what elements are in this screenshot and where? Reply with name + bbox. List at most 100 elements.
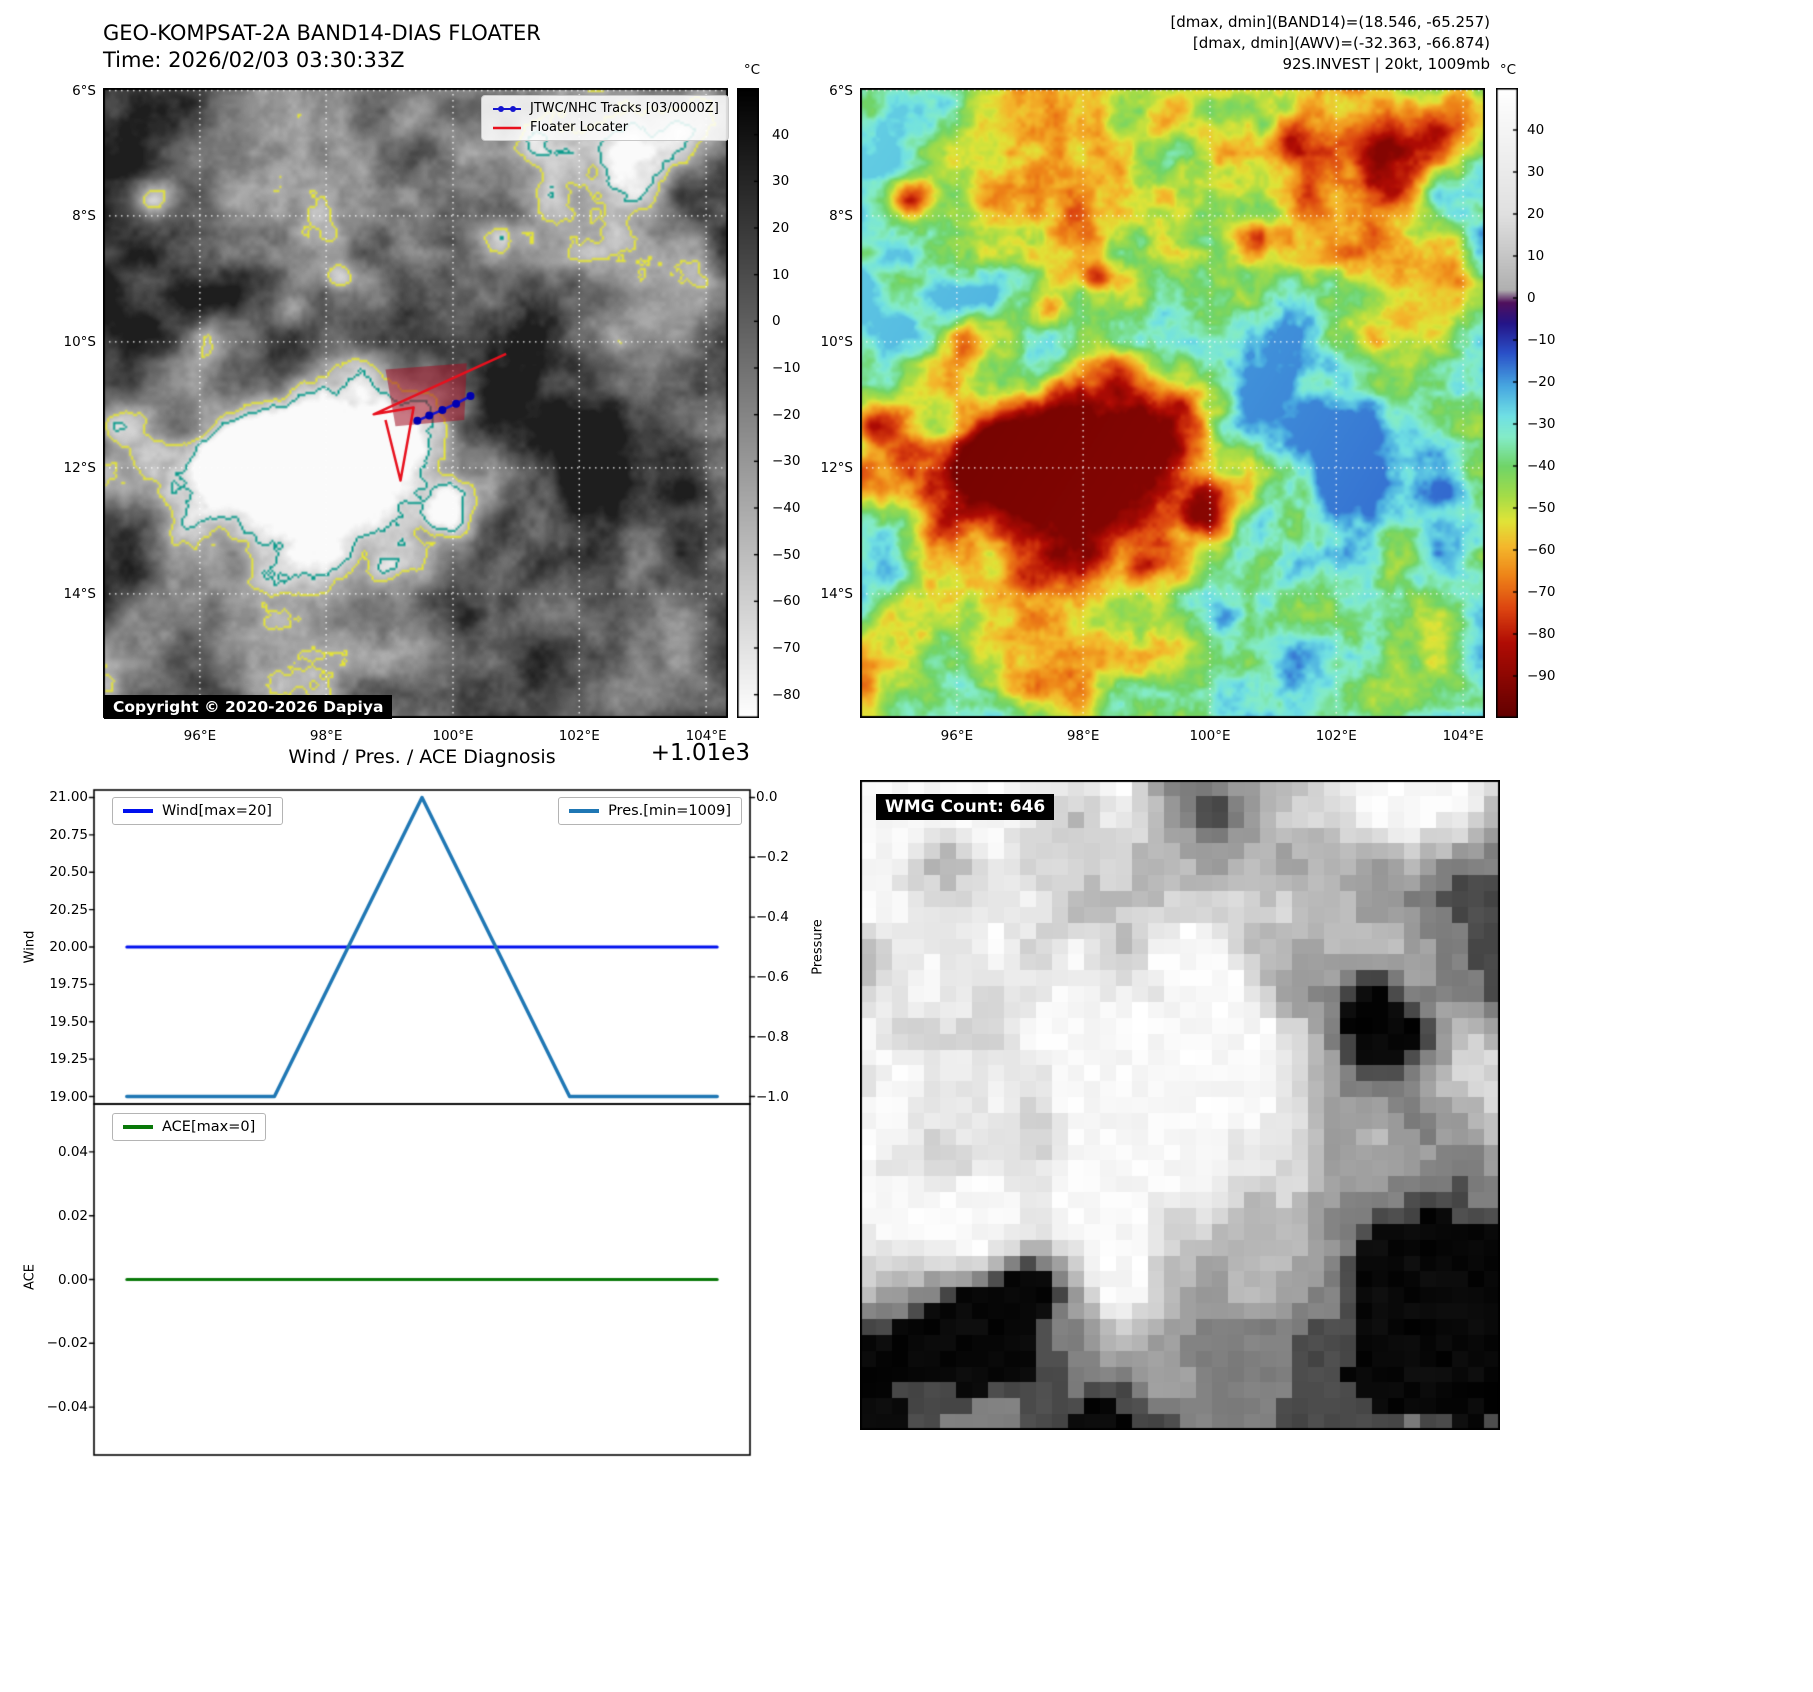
colorbar-tick-label: −20 xyxy=(1527,374,1556,390)
colorbar-tick-label: −40 xyxy=(772,500,801,516)
colorbar-tick-label: 30 xyxy=(1527,164,1545,180)
colorbar-tick-label: 30 xyxy=(772,173,790,190)
colorbar-tick-label: −80 xyxy=(1527,626,1556,642)
lat-tick-label: 6°S xyxy=(829,82,853,99)
wind-legend: Wind[max=20] xyxy=(112,797,283,825)
lat-tick-label: 10°S xyxy=(820,333,854,350)
band14-satellite-map xyxy=(103,88,728,718)
pressure-tick-label: −0.6 xyxy=(756,968,789,985)
colorbar-tick-label: −60 xyxy=(1527,542,1556,558)
wind-tick-label: 19.75 xyxy=(49,976,88,993)
legend-track-row: JTWC/NHC Tracks [03/0000Z] xyxy=(491,101,719,116)
lat-tick-label: 14°S xyxy=(820,585,854,602)
storm-info-line: 92S.INVEST | 20kt, 1009mb xyxy=(1282,55,1490,73)
awv-satellite-map xyxy=(860,88,1485,718)
colorbar-tick-label: 0 xyxy=(772,313,781,330)
colorbar-tick-label: −70 xyxy=(1527,584,1556,600)
lon-tick-label: 98°E xyxy=(1066,728,1100,744)
band14-colorbar xyxy=(737,88,759,718)
pressure-tick-label: −0.2 xyxy=(756,849,789,866)
lat-tick-label: 6°S xyxy=(72,82,96,99)
colorbar-tick-label: −80 xyxy=(772,686,801,703)
lat-tick-label: 14°S xyxy=(63,585,97,602)
wind-legend-label: Wind[max=20] xyxy=(162,803,272,819)
colorbar-tick-label: −60 xyxy=(772,593,801,610)
pressure-offset-text: +1.01e3 xyxy=(650,740,750,766)
colorbar-tick-label: 20 xyxy=(772,220,790,236)
colorbar-tick-label: 0 xyxy=(1527,290,1536,306)
copyright-label: Copyright © 2020-2026 Dapiya xyxy=(104,695,393,719)
colorbar-tick-label: −30 xyxy=(772,453,801,470)
lon-tick-label: 100°E xyxy=(1189,728,1231,744)
colorbar-tick-label: 40 xyxy=(772,126,790,143)
lon-tick-label: 96°E xyxy=(183,728,217,744)
pressure-tick-label: −0.4 xyxy=(756,909,789,926)
track-line-swatch xyxy=(493,105,521,112)
awv-colorbar xyxy=(1496,88,1518,718)
colorbar-tick-label: −30 xyxy=(1527,416,1556,432)
chart-title: Wind / Pres. / ACE Diagnosis xyxy=(288,746,556,768)
dmax-awv-line: [dmax, dmin](AWV)=(-32.363, -66.874) xyxy=(1192,34,1490,52)
pressure-tick-label: −1.0 xyxy=(756,1088,789,1105)
colorbar-tick-label: −70 xyxy=(772,640,801,656)
colorbar-tick-label: 20 xyxy=(1527,206,1545,222)
wind-tick-label: 20.00 xyxy=(49,939,88,955)
pressure-legend-label: Pres.[min=1009] xyxy=(608,803,731,819)
ace-legend: ACE[max=0] xyxy=(112,1113,267,1141)
colorbar-tick-label: −10 xyxy=(1527,332,1556,348)
lon-tick-label: 102°E xyxy=(1315,728,1357,744)
wind-tick-label: 20.25 xyxy=(49,901,88,918)
lon-tick-label: 104°E xyxy=(685,728,727,744)
pressure-line-swatch xyxy=(569,809,600,813)
lat-tick-label: 10°S xyxy=(63,333,97,350)
colorbar-tick-label: −50 xyxy=(1527,500,1556,516)
lon-tick-label: 100°E xyxy=(432,728,474,744)
colorbar-tick-label: −50 xyxy=(772,546,801,563)
pressure-axis-label: Pressure xyxy=(810,919,826,975)
colorbar-tick-label: 10 xyxy=(772,266,790,283)
wind-axis-label: Wind xyxy=(22,930,38,964)
ace-tick-label: 0.04 xyxy=(57,1143,88,1160)
colorbar-tick-label: 40 xyxy=(1527,122,1545,138)
wind-tick-label: 20.50 xyxy=(49,864,88,881)
colorbar-tick-label: −10 xyxy=(772,360,801,376)
ace-legend-label: ACE[max=0] xyxy=(162,1119,256,1135)
pressure-tick-label: −0.8 xyxy=(756,1028,789,1045)
ace-tick-label: −0.02 xyxy=(46,1335,88,1352)
colorbar-tick-label: −90 xyxy=(1527,668,1556,684)
awv-colorbar-unit: °C xyxy=(1499,62,1517,78)
wind-line-swatch xyxy=(123,809,153,813)
band14-title-block: GEO-KOMPSAT-2A BAND14-DIAS FLOATER Time:… xyxy=(103,20,541,74)
wind-tick-label: 19.00 xyxy=(49,1088,88,1105)
band14-legend: JTWC/NHC Tracks [03/0000Z] Floater Locat… xyxy=(481,95,729,141)
lat-tick-label: 8°S xyxy=(72,207,96,224)
lat-tick-label: 12°S xyxy=(63,459,97,476)
lat-tick-label: 8°S xyxy=(829,207,853,224)
ace-axis-label: ACE xyxy=(22,1264,38,1290)
wind-tick-label: 19.50 xyxy=(49,1013,88,1030)
pressure-legend: Pres.[min=1009] xyxy=(558,797,742,825)
wind-tick-label: 20.75 xyxy=(49,826,88,843)
colorbar-tick-label: 10 xyxy=(1527,248,1545,264)
legend-floater-row: Floater Locater xyxy=(491,120,719,135)
ace-tick-label: 0.00 xyxy=(57,1271,88,1288)
lon-tick-label: 96°E xyxy=(940,728,974,744)
lon-tick-label: 102°E xyxy=(558,728,600,744)
dmax-band14-line: [dmax, dmin](BAND14)=(18.546, -65.257) xyxy=(1170,13,1490,31)
legend-track-label: JTWC/NHC Tracks [03/0000Z] xyxy=(530,101,719,116)
lon-tick-label: 104°E xyxy=(1442,728,1484,744)
legend-floater-label: Floater Locater xyxy=(530,120,629,135)
band14-time: Time: 2026/02/03 03:30:33Z xyxy=(103,48,405,72)
lat-tick-label: 12°S xyxy=(820,459,854,476)
ace-tick-label: 0.02 xyxy=(57,1207,88,1224)
ace-tick-label: −0.04 xyxy=(46,1399,88,1416)
wmg-count-label: WMG Count: 646 xyxy=(876,794,1055,820)
band14-title: GEO-KOMPSAT-2A BAND14-DIAS FLOATER xyxy=(103,21,541,45)
colorbar-tick-label: −40 xyxy=(1527,458,1556,474)
ace-line-swatch xyxy=(123,1125,153,1129)
awv-header: [dmax, dmin](BAND14)=(18.546, -65.257) [… xyxy=(1170,12,1490,75)
wmg-image xyxy=(860,780,1500,1430)
wind-tick-label: 19.25 xyxy=(49,1051,88,1068)
band14-colorbar-unit: °C xyxy=(743,62,761,78)
